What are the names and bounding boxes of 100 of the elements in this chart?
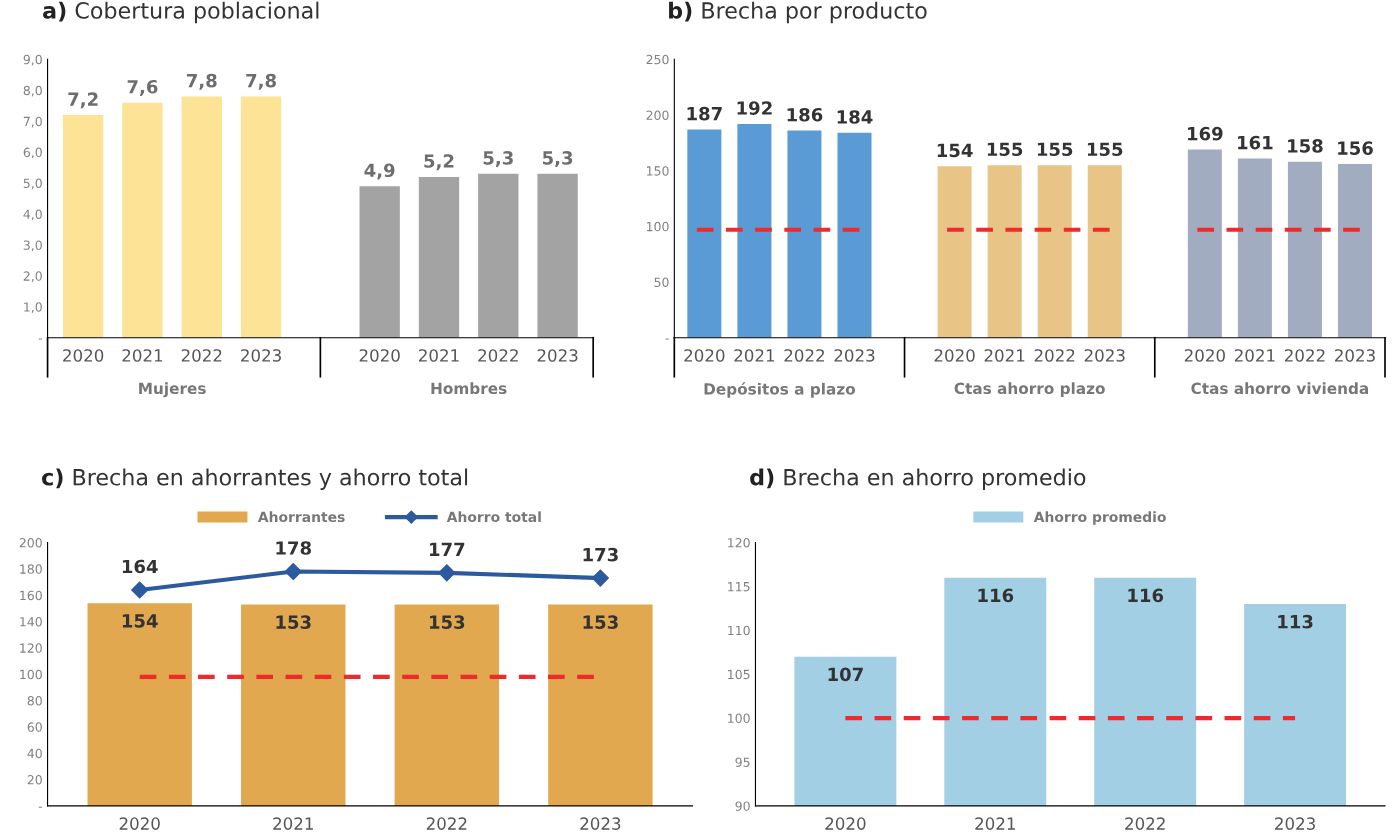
x-tick-label: 2022 bbox=[1125, 817, 1165, 830]
y-tick-label: 115 bbox=[728, 582, 750, 592]
y-tick-label: 60 bbox=[27, 722, 42, 732]
x-tick-label: 2023 bbox=[834, 349, 875, 362]
data-label: 155 bbox=[987, 142, 1023, 157]
y-tick-label: 50 bbox=[654, 277, 669, 287]
y-tick-label: 90 bbox=[735, 801, 750, 811]
y-tick-label: 150 bbox=[646, 166, 669, 176]
x-tick-label: 2020 bbox=[63, 349, 104, 362]
text: Mujeres bbox=[139, 382, 206, 398]
data-label: 7,2 bbox=[68, 92, 98, 109]
x-tick-label: 2021 bbox=[734, 349, 775, 362]
chart-title: b) Brecha por producto bbox=[669, 1, 927, 24]
legend-label: Ahorrantes bbox=[257, 511, 345, 523]
x-tick-label: 2023 bbox=[1084, 349, 1125, 362]
x-tick-label: 2023 bbox=[241, 349, 281, 362]
data-label: 161 bbox=[1238, 135, 1273, 150]
x-tick-label: 2020 bbox=[825, 817, 866, 830]
x-tick-label: 2020 bbox=[934, 349, 975, 362]
data-label: 116 bbox=[1128, 588, 1164, 603]
y-tick-label: - bbox=[665, 338, 669, 340]
data-label: 113 bbox=[1278, 614, 1313, 629]
x-tick-label: 2023 bbox=[1275, 817, 1315, 830]
legend-label: Ahorro total bbox=[446, 511, 541, 523]
data-label: 173 bbox=[583, 547, 618, 562]
data-label: 5,2 bbox=[424, 154, 454, 171]
data-label: 192 bbox=[737, 101, 772, 115]
data-label: 164 bbox=[122, 559, 158, 574]
data-label: 4,9 bbox=[364, 163, 395, 180]
y-tick-label: 6,0 bbox=[23, 147, 42, 159]
chart-title: d) Brecha en ahorro promedio bbox=[750, 468, 1086, 490]
data-label: 153 bbox=[583, 615, 618, 629]
text: Hombres bbox=[431, 382, 507, 395]
data-label: 7,6 bbox=[127, 79, 158, 96]
data-label: 154 bbox=[937, 143, 973, 158]
y-tick-label: - bbox=[38, 338, 43, 340]
x-tick-label: 2023 bbox=[1334, 349, 1375, 362]
y-tick-label: 100 bbox=[20, 669, 42, 680]
y-tick-label: 180 bbox=[20, 564, 42, 574]
y-tick-label: 8,0 bbox=[23, 85, 42, 97]
y-tick-label: 20 bbox=[27, 775, 42, 785]
x-tick-label: 2020 bbox=[359, 349, 400, 362]
y-tick-label: 4,0 bbox=[23, 209, 42, 221]
data-label: 155 bbox=[1087, 142, 1123, 157]
y-tick-label: 160 bbox=[20, 590, 42, 601]
y-tick-label: 80 bbox=[27, 696, 42, 706]
y-tick-label: 140 bbox=[20, 617, 42, 627]
data-label: 156 bbox=[1338, 141, 1373, 155]
x-tick-label: 2020 bbox=[684, 349, 725, 362]
y-tick-label: 3,0 bbox=[23, 240, 42, 252]
x-tick-label: 2022 bbox=[1284, 349, 1325, 362]
y-tick-label: 105 bbox=[728, 669, 750, 680]
x-tick-label: 2023 bbox=[580, 817, 621, 830]
x-tick-label: 2020 bbox=[119, 817, 160, 830]
y-tick-label: 100 bbox=[728, 713, 750, 724]
data-label: 154 bbox=[122, 614, 158, 628]
x-tick-label: 2022 bbox=[426, 817, 467, 830]
x-tick-label: 2021 bbox=[418, 349, 459, 362]
y-tick-label: 120 bbox=[20, 643, 42, 653]
data-label: 116 bbox=[978, 588, 1014, 603]
data-label: 187 bbox=[687, 106, 722, 121]
y-tick-label: 9,0 bbox=[23, 54, 42, 66]
data-label: 153 bbox=[276, 615, 311, 629]
data-label: 178 bbox=[276, 541, 311, 555]
chart-title: c) Brecha en ahorrantes y ahorro total bbox=[42, 468, 468, 490]
y-tick-label: - bbox=[38, 806, 43, 808]
data-label: 184 bbox=[837, 110, 873, 124]
data-label: 158 bbox=[1288, 139, 1323, 153]
legend-label: Ahorro promedio bbox=[1033, 511, 1166, 525]
x-tick-label: 2021 bbox=[975, 817, 1015, 830]
data-label: 5,3 bbox=[483, 151, 513, 168]
x-tick-label: 2021 bbox=[1234, 349, 1275, 362]
y-tick-label: 120 bbox=[728, 538, 750, 548]
y-tick-label: 40 bbox=[27, 748, 42, 759]
x-tick-label: 2020 bbox=[1184, 349, 1225, 362]
x-tick-label: 2021 bbox=[273, 817, 313, 830]
y-tick-label: 1,0 bbox=[24, 302, 42, 314]
y-tick-label: 100 bbox=[646, 221, 669, 232]
x-tick-label: 2023 bbox=[537, 349, 578, 362]
x-tick-label: 2022 bbox=[1034, 349, 1075, 362]
y-tick-label: 200 bbox=[646, 110, 669, 120]
text: Ctas ahorro vivienda bbox=[1191, 382, 1369, 395]
chart-title: a) Cobertura poblacional bbox=[43, 1, 319, 24]
data-label: 169 bbox=[1188, 126, 1223, 141]
x-tick-label: 2022 bbox=[784, 349, 824, 362]
x-tick-label: 2022 bbox=[181, 349, 222, 362]
y-tick-label: 5,0 bbox=[23, 178, 42, 190]
data-label: 155 bbox=[1037, 142, 1073, 157]
data-label: 7,8 bbox=[246, 73, 276, 90]
x-tick-label: 2022 bbox=[478, 349, 518, 362]
data-label: 5,3 bbox=[542, 151, 573, 168]
y-tick-label: 110 bbox=[728, 625, 750, 636]
data-label: 177 bbox=[430, 542, 465, 556]
y-tick-label: 7,0 bbox=[23, 116, 42, 128]
y-tick-label: 200 bbox=[19, 538, 42, 548]
data-label: 7,8 bbox=[186, 73, 217, 90]
data-label: 186 bbox=[787, 107, 823, 122]
data-label: 153 bbox=[430, 615, 465, 629]
text: Ctas ahorro plazo bbox=[954, 382, 1105, 398]
x-tick-label: 2021 bbox=[122, 349, 163, 362]
